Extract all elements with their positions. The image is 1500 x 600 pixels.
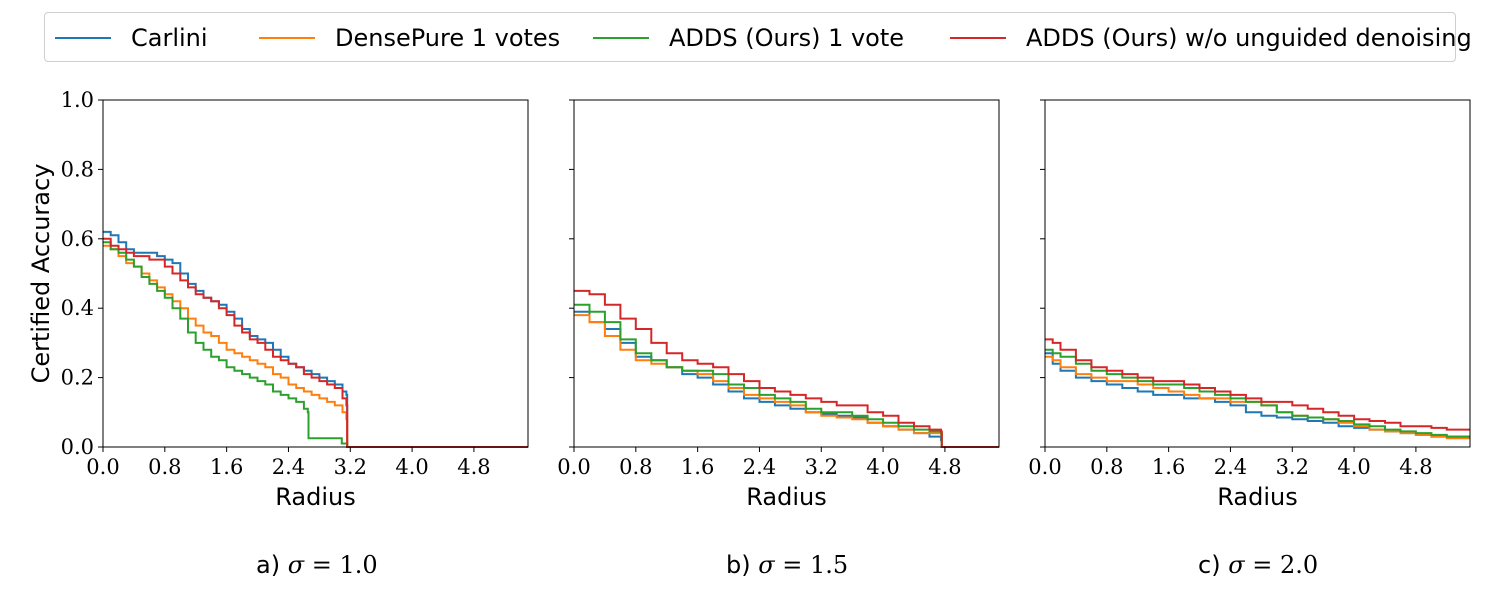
caption-b-eq: = (782, 551, 803, 579)
y-tick-label: 1.0 (61, 88, 94, 112)
legend-label-adds: ADDS (Ours) 1 vote (669, 24, 905, 52)
x-tick-label: 0.0 (1028, 455, 1061, 479)
caption-a-prefix: a) (256, 551, 281, 579)
legend-swatch-carlini (55, 37, 111, 39)
caption-c-value: 2.0 (1279, 551, 1319, 579)
x-tick-label: 4.0 (1337, 455, 1370, 479)
series-line-adds (103, 241, 528, 448)
x-axis-label: Radius (275, 483, 355, 511)
x-tick-label: 0.8 (148, 455, 181, 479)
plot-frame (1044, 99, 1471, 448)
x-tick-label: 2.4 (272, 455, 305, 479)
legend-swatch-adds (593, 37, 649, 39)
x-tick-label: 0.8 (1090, 455, 1123, 479)
series-line-carlini (574, 310, 999, 448)
series-line-carlini (1045, 352, 1470, 438)
caption-a: a) σ = 1.0 (256, 551, 378, 579)
x-tick-label: 4.0 (866, 455, 899, 479)
legend-swatch-adds-wo (950, 37, 1006, 39)
x-tick-label: 3.2 (805, 455, 838, 479)
caption-c: c) σ = 2.0 (1198, 551, 1318, 579)
x-tick-label: 3.2 (334, 455, 367, 479)
x-tick-label: 4.8 (928, 455, 961, 479)
y-tick-label: 0.0 (61, 435, 94, 459)
x-tick-label: 4.0 (395, 455, 428, 479)
legend-item-adds-wo: ADDS (Ours) w/o unguided denoising (950, 23, 1472, 53)
legend-label-densepure: DensePure 1 votes (335, 24, 561, 52)
series-line-densepure (103, 244, 528, 448)
caption-b: b) σ = 1.5 (726, 551, 848, 579)
series-line-adds (574, 303, 999, 448)
x-tick-label: 0.8 (619, 455, 652, 479)
chart-panel-1: 0.0 0.8 1.6 2.4 3.2 4.0 4.8 0.0 0.2 0.4 0.6 0.8 1.0 R… (27, 88, 529, 511)
caption-b-value: 1.5 (810, 551, 849, 579)
y-axis-label: Certified Accuracy (27, 164, 55, 384)
plot-frame (573, 99, 1000, 448)
series-line-adds-wo (574, 289, 999, 448)
x-tick-label: 4.8 (1399, 455, 1432, 479)
x-tick-label: 2.4 (743, 455, 776, 479)
y-tick-label: 0.4 (61, 296, 94, 320)
chart-panel-2: 0.0 0.8 1.6 2.4 3.2 4.0 4.8 Radius (557, 99, 1000, 511)
caption-c-sigma: σ (1228, 551, 1245, 579)
legend-item-densepure: DensePure 1 votes (259, 23, 560, 53)
series-line-adds-wo (1045, 338, 1470, 431)
series-line-adds-wo (103, 237, 528, 448)
plot-frame (102, 99, 529, 448)
legend-label-carlini: Carlini (131, 24, 208, 52)
x-tick-label: 1.6 (1152, 455, 1185, 479)
x-axis-label: Radius (1217, 483, 1297, 511)
caption-a-sigma: σ (287, 551, 305, 579)
caption-b-prefix: b) (726, 551, 751, 579)
legend-item-carlini: Carlini (55, 23, 208, 53)
caption-a-value: 1.0 (339, 551, 378, 579)
x-tick-label: 2.4 (1214, 455, 1247, 479)
y-tick-label: 0.2 (61, 366, 94, 390)
legend-item-adds: ADDS (Ours) 1 vote (593, 23, 904, 53)
x-tick-label: 3.2 (1276, 455, 1309, 479)
y-tick-label: 0.8 (61, 157, 94, 181)
caption-a-eq: = (311, 551, 332, 579)
x-tick-label: 4.8 (457, 455, 490, 479)
x-tick-label: 1.6 (681, 455, 714, 479)
caption-c-prefix: c) (1198, 551, 1221, 579)
x-tick-label: 0.0 (557, 455, 590, 479)
caption-c-eq: = (1252, 551, 1273, 579)
series-line-carlini (103, 230, 528, 448)
y-tick-label: 0.6 (61, 227, 94, 251)
caption-b-sigma: σ (758, 551, 775, 579)
x-tick-label: 0.0 (86, 455, 119, 479)
legend: Carlini DensePure 1 votes ADDS (Ours) 1 … (44, 12, 1472, 62)
chart-panel-3: 0.0 0.8 1.6 2.4 3.2 4.0 4.8 Radius (1028, 99, 1471, 511)
legend-label-adds-wo: ADDS (Ours) w/o unguided denoising (1026, 24, 1472, 52)
x-tick-label: 1.6 (210, 455, 243, 479)
series-line-adds (1045, 348, 1470, 438)
series-line-densepure (574, 314, 999, 448)
x-axis-label: Radius (746, 483, 826, 511)
legend-swatch-densepure (259, 37, 315, 39)
